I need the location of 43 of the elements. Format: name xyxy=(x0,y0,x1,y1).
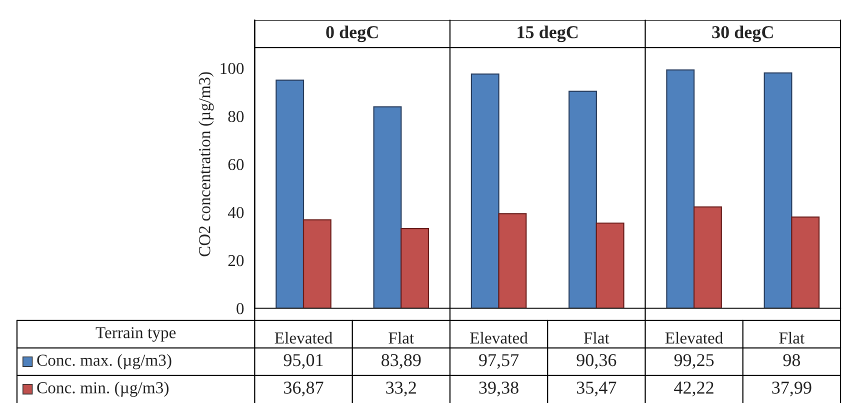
y-tick-label: 40 xyxy=(228,206,244,218)
data-label: 37,99 xyxy=(772,382,812,396)
y-tick-label: 60 xyxy=(228,158,244,170)
annotation: 15 degC xyxy=(518,26,578,42)
data-label: 98 xyxy=(783,354,800,366)
bar xyxy=(694,206,722,308)
data-label: 83,89 xyxy=(382,354,421,369)
data-label: 39,38 xyxy=(479,382,518,396)
data-label: 33,2 xyxy=(386,382,416,396)
bar xyxy=(666,69,695,308)
x-tick-label: Elevated xyxy=(274,332,332,344)
bar xyxy=(498,213,527,308)
data-label: 95,01 xyxy=(284,354,323,369)
data-label: 97,57 xyxy=(479,354,519,369)
bar xyxy=(400,228,430,308)
annotation: 30 degC xyxy=(712,26,773,42)
y-tick-label: 20 xyxy=(228,254,244,266)
x-axis-title: Terrain type xyxy=(96,327,176,342)
x-tick-label: Flat xyxy=(388,332,414,344)
x-tick-label: Flat xyxy=(779,332,805,344)
bar xyxy=(302,219,332,308)
y-tick-label: 100 xyxy=(220,62,244,74)
y-tick-label: 80 xyxy=(228,110,244,122)
x-tick-label: Flat xyxy=(584,332,610,344)
legend-label: Conc. max. (µg/m3) xyxy=(37,354,172,370)
data-label: 35,47 xyxy=(576,382,616,396)
bar xyxy=(568,90,597,308)
data-label: 99,25 xyxy=(674,354,714,369)
x-tick-label: Elevated xyxy=(665,332,724,344)
x-tick-label: Elevated xyxy=(470,332,528,344)
bar xyxy=(764,72,792,308)
bar xyxy=(373,106,402,308)
annotation: 0 degC xyxy=(326,26,378,42)
bar xyxy=(596,222,624,308)
legend-label: Conc. min. (µg/m3) xyxy=(37,382,169,397)
y-tick-label: 0 xyxy=(236,302,244,314)
bar xyxy=(791,216,820,308)
bar xyxy=(276,80,304,308)
data-label: 36,87 xyxy=(284,382,324,396)
y-axis-title: CO2 concentration (µg/m3) xyxy=(198,72,214,256)
data-label: 42,22 xyxy=(674,382,714,396)
bar xyxy=(470,73,500,308)
data-label: 90,36 xyxy=(576,354,616,369)
